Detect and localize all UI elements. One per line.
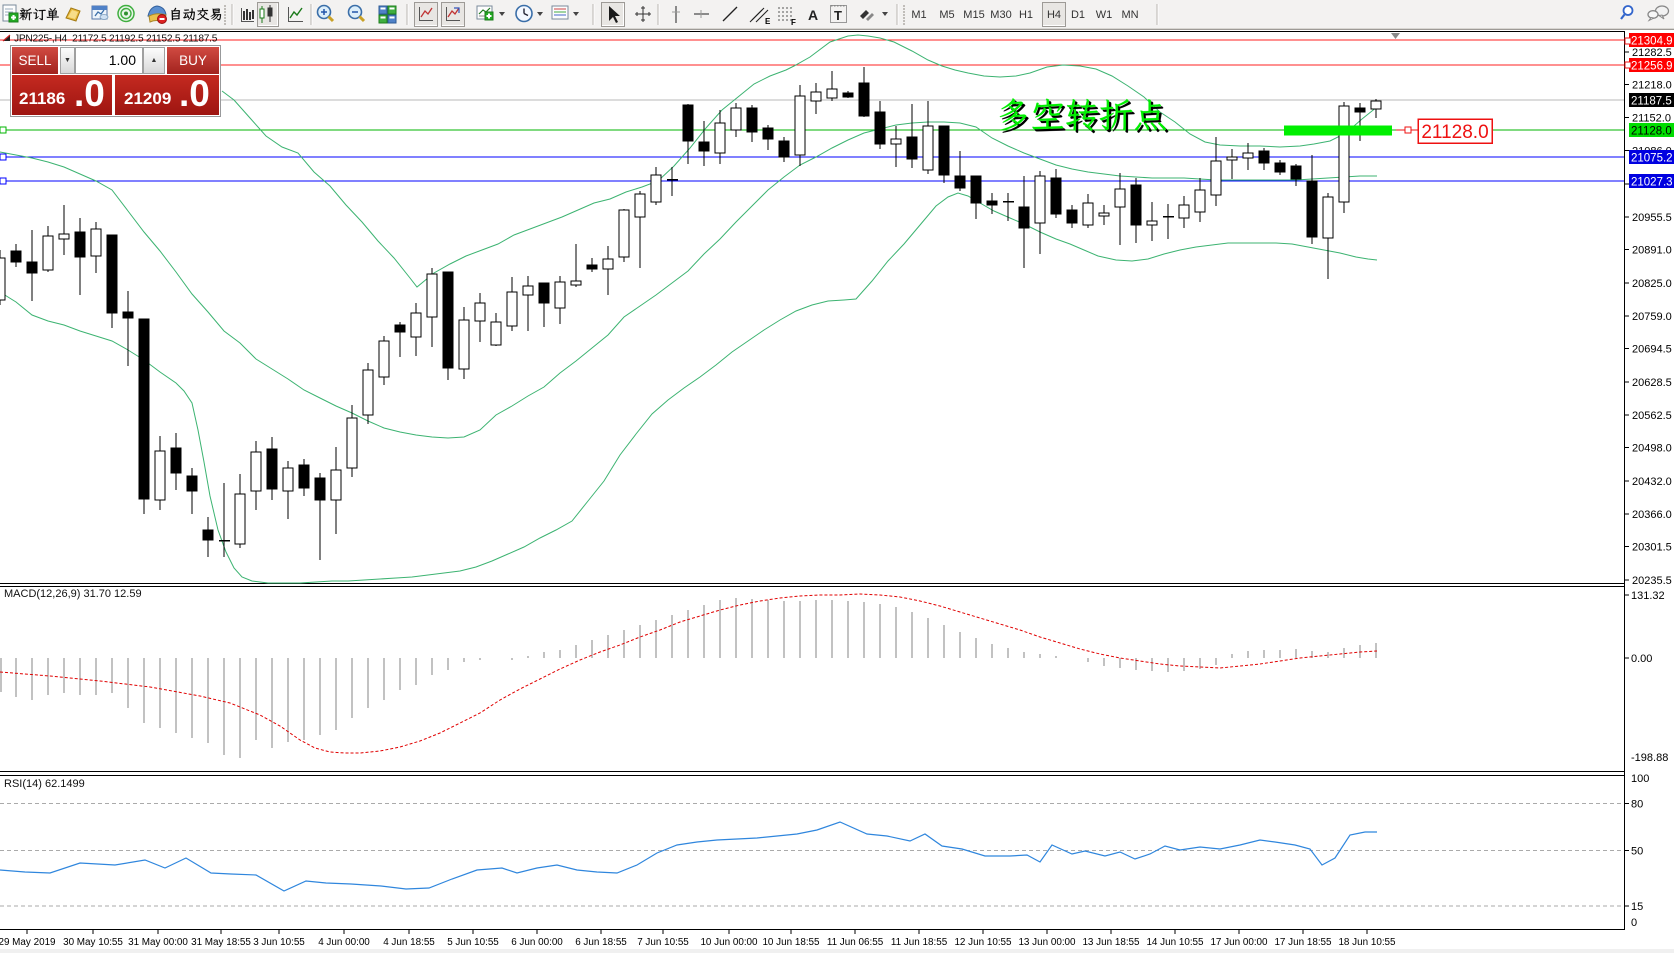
svg-text:17 Jun 18:55: 17 Jun 18:55: [1274, 937, 1332, 948]
svg-text:H4: H4: [1047, 9, 1061, 21]
svg-text:21282.5: 21282.5: [1632, 47, 1672, 59]
svg-text:15: 15: [1631, 901, 1643, 913]
svg-text:RSI(14) 62.1499: RSI(14) 62.1499: [4, 778, 85, 790]
svg-text:17 Jun 00:00: 17 Jun 00:00: [1210, 937, 1268, 948]
svg-text:21187.5: 21187.5: [1631, 96, 1672, 108]
svg-text:80: 80: [1631, 799, 1643, 811]
svg-text:4 Jun 00:00: 4 Jun 00:00: [318, 937, 370, 948]
svg-text:M15: M15: [963, 9, 984, 21]
svg-text:20891.0: 20891.0: [1632, 245, 1672, 257]
svg-text:7 Jun 10:55: 7 Jun 10:55: [637, 937, 689, 948]
svg-text:21152.0: 21152.0: [1632, 113, 1671, 125]
svg-text:D1: D1: [1071, 9, 1085, 21]
svg-text:21218.0: 21218.0: [1632, 80, 1672, 92]
svg-text:20759.0: 20759.0: [1632, 311, 1672, 323]
svg-text:13 Jun 00:00: 13 Jun 00:00: [1018, 937, 1076, 948]
svg-text:JPN225-,H4 21172.5 21192.5 21: JPN225-,H4 21172.5 21192.5 21152.5 21187…: [14, 34, 218, 45]
svg-text:21128.0: 21128.0: [1631, 126, 1672, 138]
svg-text:20366.0: 20366.0: [1632, 509, 1672, 521]
svg-text:21128.0: 21128.0: [1421, 122, 1488, 143]
svg-text:21256.9: 21256.9: [1631, 61, 1673, 73]
svg-text:6 Jun 00:00: 6 Jun 00:00: [511, 937, 563, 948]
svg-text:20498.0: 20498.0: [1632, 443, 1672, 455]
svg-text:20694.5: 20694.5: [1632, 344, 1672, 356]
svg-text:11 Jun 06:55: 11 Jun 06:55: [827, 937, 884, 948]
svg-text:100: 100: [1631, 773, 1649, 785]
svg-text:H1: H1: [1019, 9, 1033, 21]
svg-text:10 Jun 18:55: 10 Jun 18:55: [762, 937, 820, 948]
svg-text:11 Jun 18:55: 11 Jun 18:55: [891, 937, 948, 948]
svg-text:W1: W1: [1096, 9, 1113, 21]
svg-text:20955.5: 20955.5: [1632, 212, 1672, 224]
svg-text:29 May 2019: 29 May 2019: [0, 937, 56, 948]
svg-text:5 Jun 10:55: 5 Jun 10:55: [447, 937, 499, 948]
svg-text:6 Jun 18:55: 6 Jun 18:55: [575, 937, 627, 948]
svg-text:3 Jun 10:55: 3 Jun 10:55: [253, 937, 305, 948]
svg-text:MN: MN: [1121, 9, 1138, 21]
svg-text:20825.0: 20825.0: [1632, 278, 1672, 290]
svg-text:131.32: 131.32: [1631, 590, 1665, 602]
svg-text:21075.2: 21075.2: [1631, 153, 1673, 165]
svg-text:50: 50: [1631, 846, 1643, 858]
svg-text:M1: M1: [911, 9, 926, 21]
svg-text:E: E: [765, 17, 771, 26]
svg-text:20628.5: 20628.5: [1632, 377, 1672, 389]
svg-text:31 May 00:00: 31 May 00:00: [128, 937, 188, 948]
svg-text:MACD(12,26,9) 31.70 12.59: MACD(12,26,9) 31.70 12.59: [4, 588, 142, 600]
svg-text:0.00: 0.00: [1631, 653, 1652, 665]
svg-text:21027.3: 21027.3: [1631, 177, 1673, 189]
svg-text:10 Jun 00:00: 10 Jun 00:00: [700, 937, 758, 948]
svg-text:14 Jun 10:55: 14 Jun 10:55: [1146, 937, 1204, 948]
svg-text:13 Jun 18:55: 13 Jun 18:55: [1082, 937, 1140, 948]
svg-text:0: 0: [1631, 917, 1637, 929]
svg-text:F: F: [791, 18, 796, 27]
svg-text:30 May 10:55: 30 May 10:55: [63, 937, 123, 948]
svg-text:M30: M30: [990, 9, 1011, 21]
svg-text:20235.5: 20235.5: [1632, 575, 1672, 587]
svg-text:18 Jun 10:55: 18 Jun 10:55: [1338, 937, 1396, 948]
svg-text:M5: M5: [939, 9, 954, 21]
svg-text:20432.0: 20432.0: [1632, 476, 1672, 488]
svg-text:T: T: [834, 8, 842, 23]
svg-text:A: A: [808, 7, 818, 23]
svg-text:12 Jun 10:55: 12 Jun 10:55: [954, 937, 1012, 948]
svg-text:21304.9: 21304.9: [1631, 36, 1673, 48]
svg-text:-198.88: -198.88: [1631, 752, 1668, 764]
svg-text:4 Jun 18:55: 4 Jun 18:55: [383, 937, 435, 948]
svg-text:20562.5: 20562.5: [1632, 410, 1672, 422]
svg-text:31 May 18:55: 31 May 18:55: [191, 937, 251, 948]
svg-text:20301.5: 20301.5: [1632, 542, 1672, 554]
